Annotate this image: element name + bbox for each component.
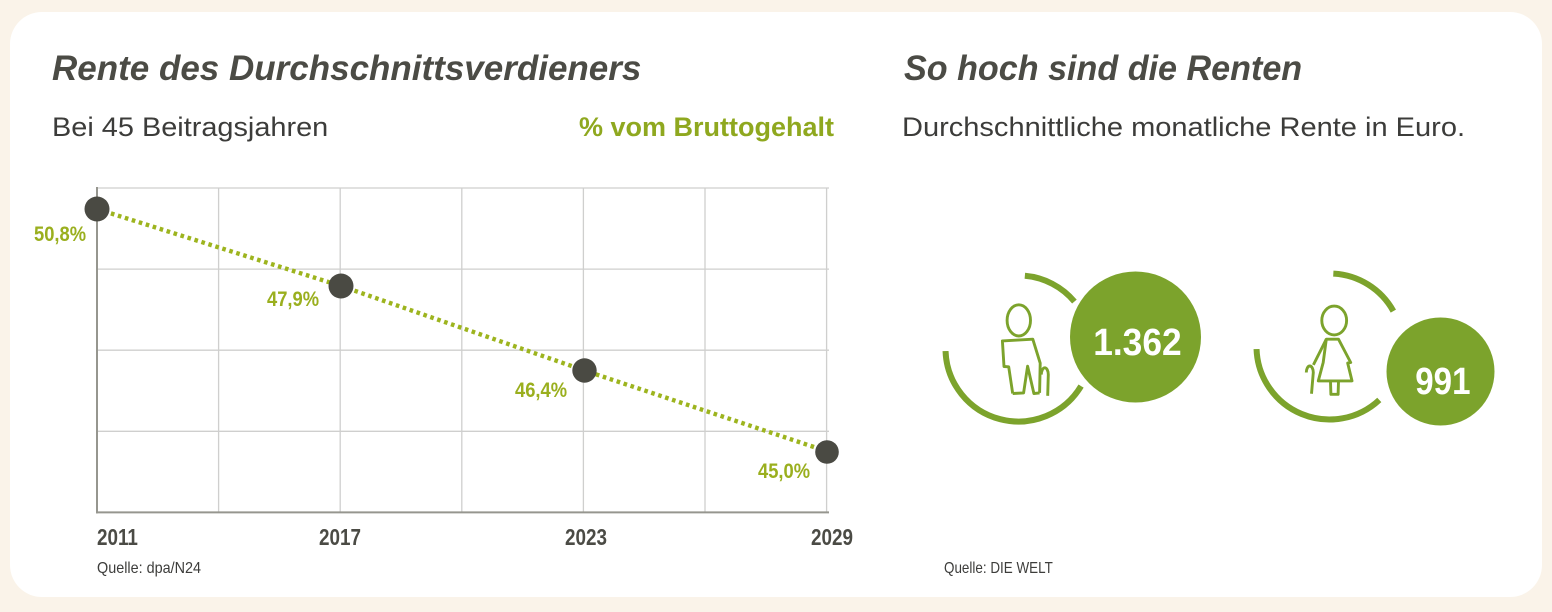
svg-text:991: 991 bbox=[1415, 360, 1470, 403]
svg-text:1.362: 1.362 bbox=[1093, 321, 1181, 363]
